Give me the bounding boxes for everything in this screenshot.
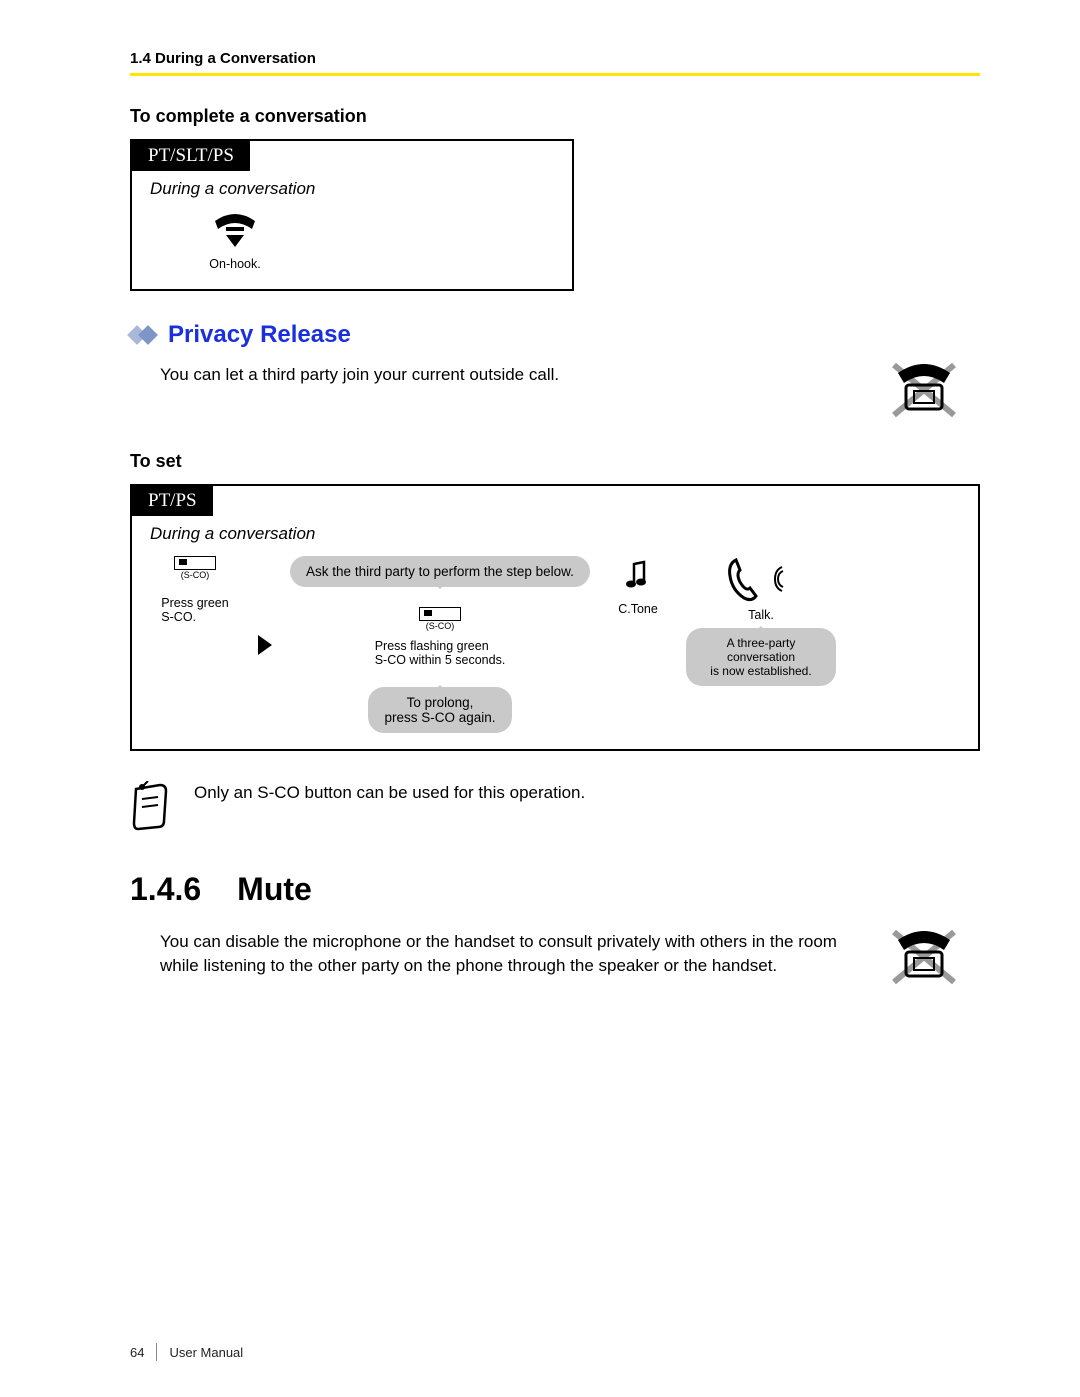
procedure-box-toset: PT/PS During a conversation (S-CO) Press…	[130, 484, 980, 751]
chapter-title: Mute	[237, 871, 312, 908]
on-hook-icon	[210, 211, 260, 251]
procedure-tab: PT/SLT/PS	[132, 141, 250, 171]
bubble-ask: Ask the third party to perform the step …	[290, 556, 590, 587]
procedure-box-complete: PT/SLT/PS During a conversation On-hook.	[130, 139, 574, 291]
procedure-subtitle: During a conversation	[132, 516, 978, 548]
step1-caption: Press green S-CO.	[161, 596, 228, 624]
privacy-desc: You can let a third party join your curr…	[160, 363, 868, 387]
chapter-number: 1.4.6	[130, 871, 201, 908]
footer-label: User Manual	[169, 1345, 243, 1360]
ctone-label: C.Tone	[618, 602, 658, 616]
chapter-desc: You can disable the microphone or the ha…	[160, 930, 868, 978]
breadcrumb: 1.4 During a Conversation	[130, 50, 980, 73]
ctone-icon	[620, 556, 656, 596]
procedure-subtitle: During a conversation	[132, 171, 572, 203]
step2-caption: Press flashing green S-CO within 5 secon…	[375, 639, 506, 667]
note-icon	[130, 781, 170, 831]
sco-label: (S-CO)	[426, 621, 455, 631]
section-bullet-icon	[130, 323, 158, 347]
phone-x-icon	[888, 926, 960, 988]
bubble-prolong: To prolong, press S-CO again.	[368, 687, 511, 733]
sco-button-icon	[174, 556, 216, 570]
soundwave-icon	[772, 564, 798, 594]
procedure-tab: PT/PS	[132, 486, 213, 516]
bubble-established: A three-party conversation is now establ…	[686, 628, 836, 686]
phone-x-icon	[888, 359, 960, 421]
section-title-privacy: Privacy Release	[168, 321, 351, 349]
page-footer: 64 User Manual	[130, 1343, 243, 1361]
note-text: Only an S-CO button can be used for this…	[194, 783, 585, 803]
sco-button-icon	[419, 607, 461, 621]
header-rule	[130, 73, 980, 76]
flow-arrow-icon	[258, 635, 272, 655]
sub-heading-complete: To complete a conversation	[130, 106, 980, 127]
talk-icon	[724, 556, 768, 602]
page-number: 64	[130, 1345, 144, 1360]
sub-heading-toset: To set	[130, 451, 980, 472]
sco-label: (S-CO)	[181, 570, 210, 580]
step-caption: On-hook.	[209, 257, 260, 271]
